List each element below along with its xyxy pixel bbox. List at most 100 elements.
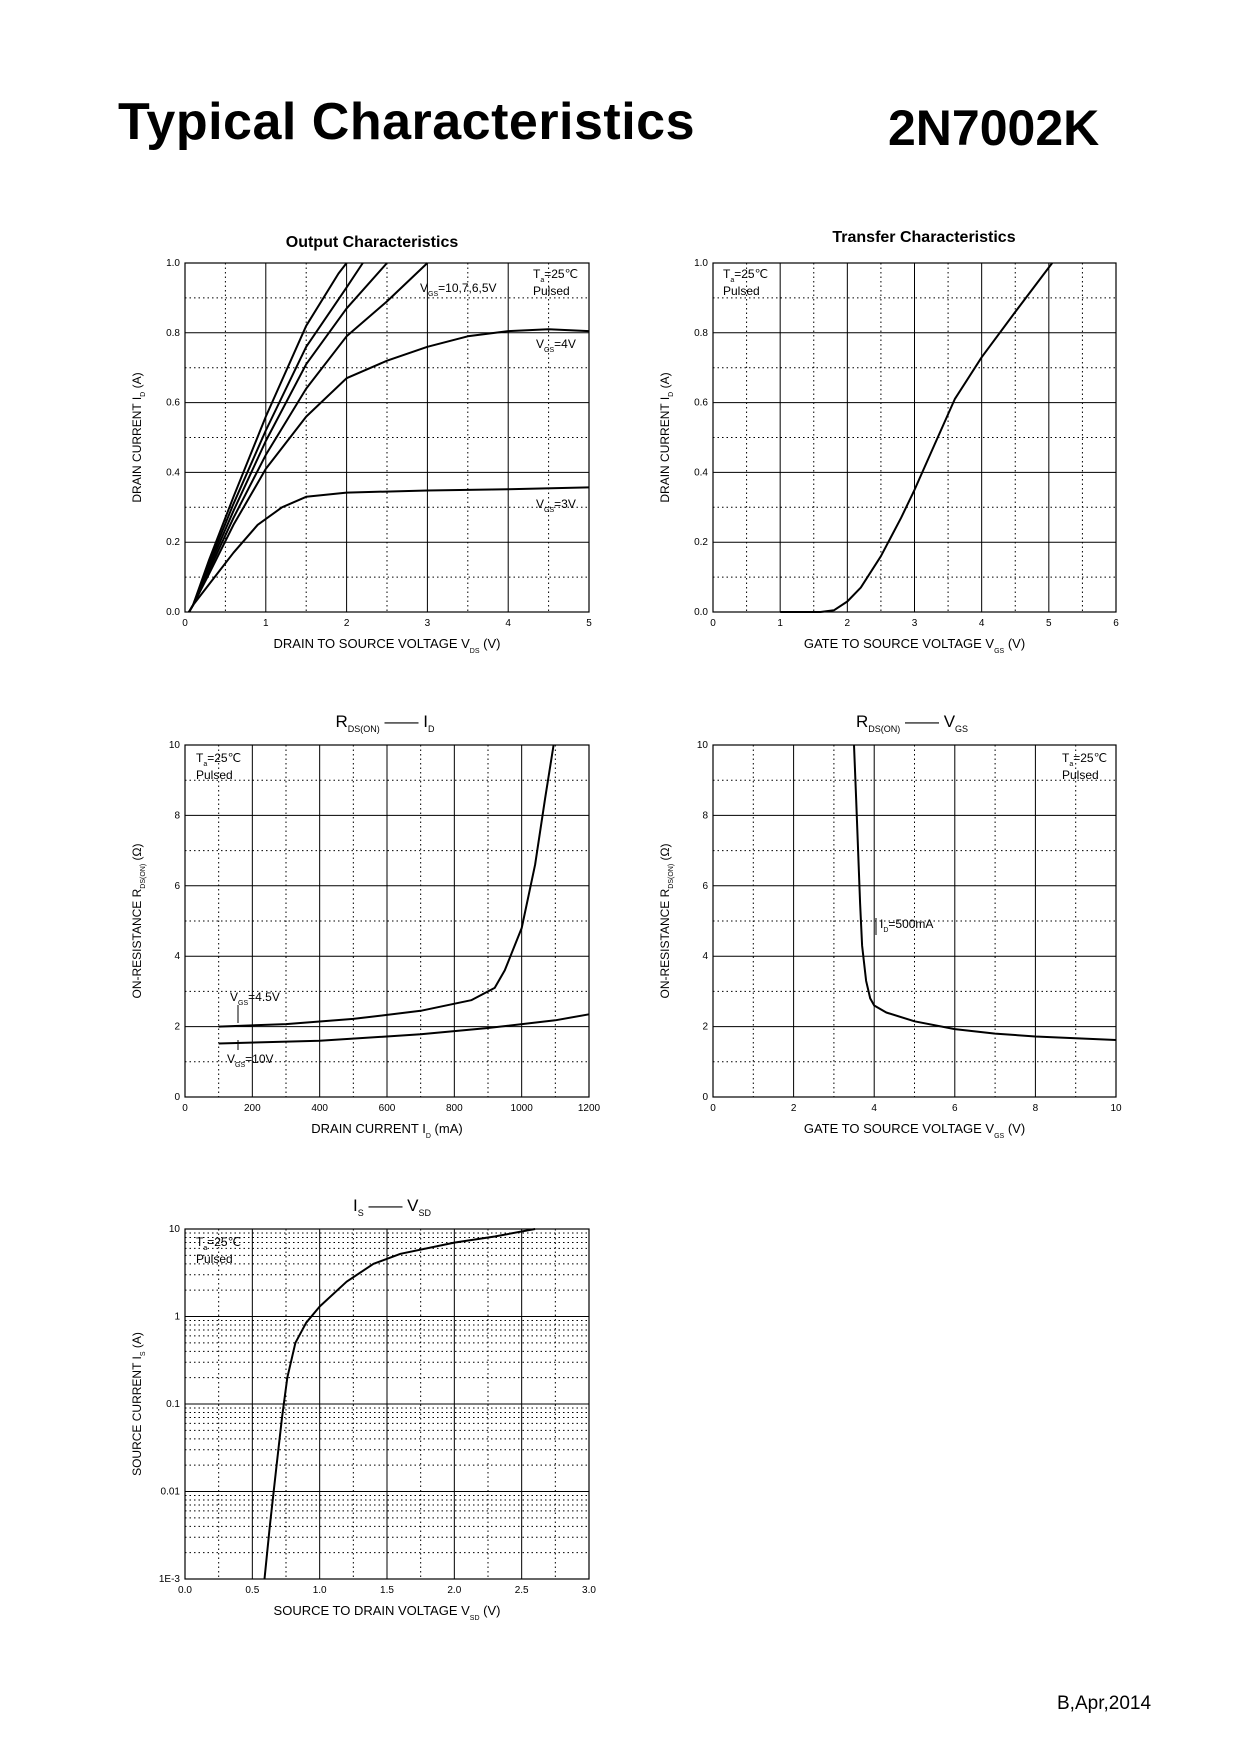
chart-title: Output Characteristics (286, 234, 459, 251)
x-axis-label-text: DRAIN TO SOURCE VOLTAGE VDS (V) (274, 636, 501, 655)
x-tick-label: 8 (1033, 1103, 1039, 1114)
y-axis-label: DRAIN CURRENT ID (A) (658, 372, 675, 502)
page-title: Typical Characteristics (118, 93, 696, 151)
x-axis-label-text: DRAIN CURRENT ID (mA) (311, 1121, 462, 1140)
x-axis-label: DRAIN CURRENT ID (mA) (311, 1121, 462, 1140)
y-axis-label-text: DRAIN CURRENT ID (A) (130, 372, 147, 502)
series-line-ID (780, 262, 1053, 613)
y-tick-label: 0.4 (694, 467, 708, 478)
x-axis-label: GATE TO SOURCE VOLTAGE VGS (V) (804, 636, 1025, 655)
y-tick-label: 10 (169, 740, 181, 751)
y-axis-label-text: DRAIN CURRENT ID (A) (658, 372, 675, 502)
y-tick-label: 6 (174, 881, 180, 892)
series-line-VGS=3V (188, 486, 590, 613)
y-tick-label: 0.6 (166, 398, 180, 409)
curve-annotation: VGS=3V (536, 497, 576, 514)
chart-title: RDS(ON) —— ID (336, 712, 435, 734)
y-axis-label-text: SOURCE CURRENT IS (A) (130, 1332, 147, 1476)
y-tick-label: 4 (174, 951, 180, 962)
y-tick-label: 0.01 (161, 1487, 181, 1498)
x-tick-label: 1 (777, 618, 783, 629)
x-tick-label: 10 (1110, 1103, 1122, 1114)
y-tick-label: 0 (702, 1092, 708, 1103)
y-tick-label: 1.0 (166, 258, 180, 269)
y-tick-label: 0.0 (166, 607, 180, 618)
y-tick-label: 1.0 (694, 258, 708, 269)
x-tick-label: 2.0 (447, 1585, 461, 1596)
series-line-VGS=10V (218, 1013, 590, 1045)
y-tick-label: 4 (702, 951, 708, 962)
x-tick-label: 1.5 (380, 1585, 394, 1596)
grid (713, 263, 1116, 612)
curve-annotation: VGS=10V (227, 1052, 274, 1069)
y-tick-label: 2 (174, 1022, 180, 1033)
curve-annotation: VGS=4V (536, 337, 576, 354)
condition-temp: Ta=25℃ (533, 267, 578, 284)
y-tick-label: 8 (702, 810, 708, 821)
x-axis-label-text: SOURCE TO DRAIN VOLTAGE VSD (V) (274, 1603, 501, 1622)
series-line-ID=500mA (853, 744, 1117, 1041)
y-tick-label: 10 (697, 740, 709, 751)
y-tick-label: 0.8 (694, 328, 708, 339)
x-tick-label: 1000 (511, 1103, 534, 1114)
curve-annotation: ID=500mA (880, 917, 933, 934)
x-tick-label: 400 (311, 1103, 328, 1114)
y-tick-label: 6 (702, 881, 708, 892)
x-tick-label: 4 (979, 618, 985, 629)
condition-temp: Ta=25℃ (196, 1235, 241, 1252)
y-tick-label: 10 (169, 1224, 181, 1235)
part-number: 2N7002K (888, 100, 1100, 156)
x-tick-label: 0 (710, 1103, 716, 1114)
x-tick-label: 800 (446, 1103, 463, 1114)
plot-frame (184, 1228, 590, 1580)
y-tick-label: 0.2 (166, 537, 180, 548)
x-tick-label: 6 (1113, 618, 1119, 629)
chart-title: IS —— VSD (353, 1196, 432, 1218)
curve-annotation: VGS=4.5V (230, 990, 280, 1007)
x-tick-label: 1200 (578, 1103, 601, 1114)
y-axis-label-text: ON-RESISTANCE RDS(ON) (Ω) (658, 844, 675, 999)
condition-temp: Ta=25℃ (196, 751, 241, 768)
y-tick-label: 0.2 (694, 537, 708, 548)
x-tick-label: 2 (791, 1103, 797, 1114)
condition-pulsed: Pulsed (723, 284, 760, 298)
series-line-VGS=4.5V (218, 744, 555, 1028)
x-axis-label: GATE TO SOURCE VOLTAGE VGS (V) (804, 1121, 1025, 1140)
x-axis-label: DRAIN TO SOURCE VOLTAGE VDS (V) (274, 636, 501, 655)
x-tick-label: 3.0 (582, 1585, 596, 1596)
x-axis-label-text: GATE TO SOURCE VOLTAGE VGS (V) (804, 636, 1025, 655)
plot-frame (184, 744, 590, 1098)
chart-title: Transfer Characteristics (832, 229, 1015, 246)
condition-pulsed: Pulsed (196, 1252, 233, 1266)
chart-rds_id: RDS(ON) —— ID 0 200 400 600 800 1000 1200 0 2 4 6 8 1… (130, 712, 601, 1140)
y-tick-label: 2 (702, 1022, 708, 1033)
y-tick-label: 0 (174, 1092, 180, 1103)
condition-pulsed: Pulsed (1062, 768, 1099, 782)
x-tick-label: 0.5 (245, 1585, 259, 1596)
series-line-IS (263, 1228, 536, 1580)
x-tick-label: 1.0 (313, 1585, 327, 1596)
x-axis-label-text: GATE TO SOURCE VOLTAGE VGS (V) (804, 1121, 1025, 1140)
condition-temp: Ta=25℃ (723, 267, 768, 284)
x-tick-label: 1 (263, 618, 269, 629)
condition-temp: Ta=25℃ (1062, 751, 1107, 768)
x-tick-label: 2.5 (515, 1585, 529, 1596)
chart-rds_vgs: RDS(ON) —— VGS 0 2 4 6 8 10 0 2 4 6 8 10 GATE TO SOUR… (658, 712, 1122, 1140)
grid (185, 263, 589, 612)
x-tick-label: 600 (379, 1103, 396, 1114)
y-tick-label: 0.4 (166, 467, 180, 478)
x-tick-label: 6 (952, 1103, 958, 1114)
x-tick-label: 2 (344, 618, 350, 629)
revision-date: B,Apr,2014 (1057, 1693, 1152, 1714)
plot-frame (712, 262, 1117, 613)
chart-is_vsd: IS —— VSD 0.0 0.5 1.0 1.5 2.0 2.5 3.0 1E-3 0.01 0.… (130, 1196, 596, 1622)
plot-frame (712, 744, 1117, 1098)
chart-output: Output Characteristics 0 1 2 3 4 5 0.0 0.2 0.4 0.6… (130, 234, 592, 655)
series-line-VGS=4V (188, 328, 590, 613)
chart-title: RDS(ON) —— VGS (856, 712, 968, 734)
y-tick-label: 0.6 (694, 398, 708, 409)
x-tick-label: 4 (871, 1103, 877, 1114)
series-line-VGS=5V (188, 262, 429, 613)
chart-transfer: Transfer Characteristics 0 1 2 3 4 5 6 0.0 0.2 0.4… (658, 229, 1119, 655)
